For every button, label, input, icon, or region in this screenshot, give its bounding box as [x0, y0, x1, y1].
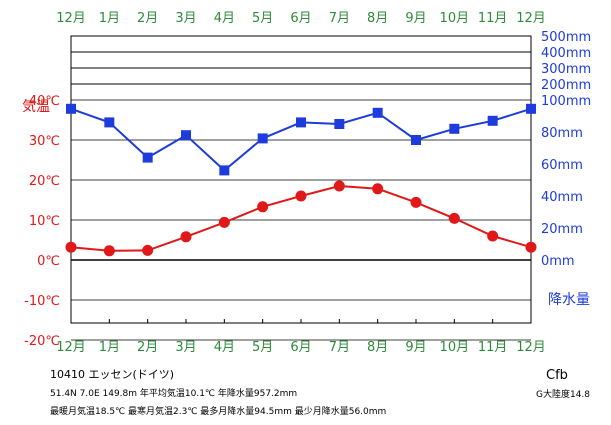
precipitation-tick-label: 0mm: [541, 254, 575, 269]
month-label-top: 6月: [290, 11, 311, 26]
temperature-tick-label: 20℃: [29, 174, 60, 189]
continentality-index: G大陸度14.8: [536, 388, 590, 400]
month-label-top: 11月: [478, 11, 508, 26]
station-line-1: 10410 エッセン(ドイツ): [50, 368, 174, 381]
month-label-bottom: 11月: [478, 340, 508, 355]
precipitation-point: [142, 152, 153, 163]
temperature-point: [257, 201, 269, 213]
series-layer: [65, 103, 537, 257]
temperature-tick-label: -10℃: [24, 294, 60, 309]
month-label-top: 7月: [329, 11, 350, 26]
station-line-2: 51.4N 7.0E 149.8m 年平均気温10.1℃ 年降水量957.2mm: [50, 387, 297, 399]
temperature-point: [218, 216, 230, 228]
temperature-tick-label: -20℃: [24, 334, 60, 349]
precipitation-tick-label: 300mm: [541, 62, 591, 77]
month-label-top: 2月: [137, 11, 158, 26]
temperature-tick-label: 40℃: [29, 94, 60, 109]
temperature-point: [487, 230, 499, 242]
month-label-top: 5月: [252, 11, 273, 26]
temperature-tick-label: 0℃: [37, 254, 60, 269]
month-label-bottom: 12月: [56, 340, 86, 355]
climate-code: Cfb: [546, 368, 568, 383]
month-label-top: 4月: [214, 11, 235, 26]
precipitation-tick-label: 80mm: [541, 126, 583, 141]
month-label-bottom: 6月: [290, 340, 311, 355]
precipitation-point: [487, 115, 498, 126]
month-label-bottom: 8月: [367, 340, 388, 355]
station-line-3: 最暖月気温18.5℃ 最寒月気温2.3℃ 最多月降水量94.5mm 最少月降水量…: [50, 405, 386, 417]
precipitation-tick-label: 500mm: [541, 30, 591, 45]
month-label-top: 8月: [367, 11, 388, 26]
month-label-bottom: 12月: [516, 340, 546, 355]
precipitation-tick-label: 20mm: [541, 222, 583, 237]
temperature-point: [333, 180, 345, 192]
precipitation-point: [181, 130, 191, 141]
month-label-top: 10月: [440, 11, 470, 26]
month-label-top: 12月: [516, 11, 546, 26]
temperature-tick-label: 30℃: [29, 134, 60, 149]
temperature-axis-ticks: 40℃ 30℃ 20℃ 10℃ 0℃ -10℃ -20℃: [24, 94, 60, 349]
temperature-point: [410, 196, 422, 208]
temperature-point: [142, 244, 154, 256]
month-label-bottom: 3月: [175, 340, 196, 355]
precipitation-point: [219, 165, 230, 176]
precipitation-tick-label: 400mm: [541, 46, 591, 61]
precipitation-tick-label: 60mm: [541, 158, 583, 173]
month-label-top: 1月: [99, 11, 120, 26]
precipitation-tick-label: 200mm: [541, 78, 591, 93]
month-label-top: 12月: [56, 11, 86, 26]
temperature-point: [65, 241, 77, 253]
month-label-bottom: 10月: [440, 340, 470, 355]
month-label-bottom: 9月: [405, 340, 426, 355]
month-label-bottom: 4月: [214, 340, 235, 355]
temperature-point: [180, 231, 192, 243]
month-label-bottom: 7月: [329, 340, 350, 355]
temperature-point: [525, 241, 537, 253]
precipitation-point: [411, 135, 421, 145]
temperature-tick-label: 10℃: [29, 214, 60, 229]
precipitation-point: [449, 123, 460, 134]
temperature-point: [372, 183, 384, 195]
chart-grid: [70, 35, 532, 341]
precipitation-point: [104, 117, 115, 128]
temperature-point: [295, 190, 307, 202]
precipitation-point: [334, 119, 345, 129]
precipitation-point: [66, 103, 76, 114]
precipitation-tick-label: 100mm: [541, 94, 591, 109]
month-label-bottom: 2月: [137, 340, 158, 355]
top-month-labels: 12月 1月 2月 3月 4月 5月 6月 7月 8月 9月 10月 11月 12月: [56, 11, 546, 26]
temperature-axis-title: 気温: [22, 99, 50, 115]
temperature-point: [103, 245, 115, 257]
temperature-point: [448, 212, 460, 224]
precipitation-point: [296, 117, 306, 128]
month-label-bottom: 1月: [99, 340, 120, 355]
bottom-month-labels: 12月 1月 2月 3月 4月 5月 6月 7月 8月 9月 10月 11月 12月: [56, 340, 546, 355]
plot-frame: [70, 35, 532, 324]
precipitation-point: [526, 103, 536, 114]
precipitation-axis-title: 降水量: [548, 292, 590, 308]
precipitation-point: [257, 133, 268, 144]
precipitation-point: [372, 107, 383, 118]
month-label-top: 9月: [405, 11, 426, 26]
month-label-bottom: 5月: [252, 340, 273, 355]
precipitation-tick-label: 40mm: [541, 190, 583, 205]
month-label-top: 3月: [175, 11, 196, 26]
